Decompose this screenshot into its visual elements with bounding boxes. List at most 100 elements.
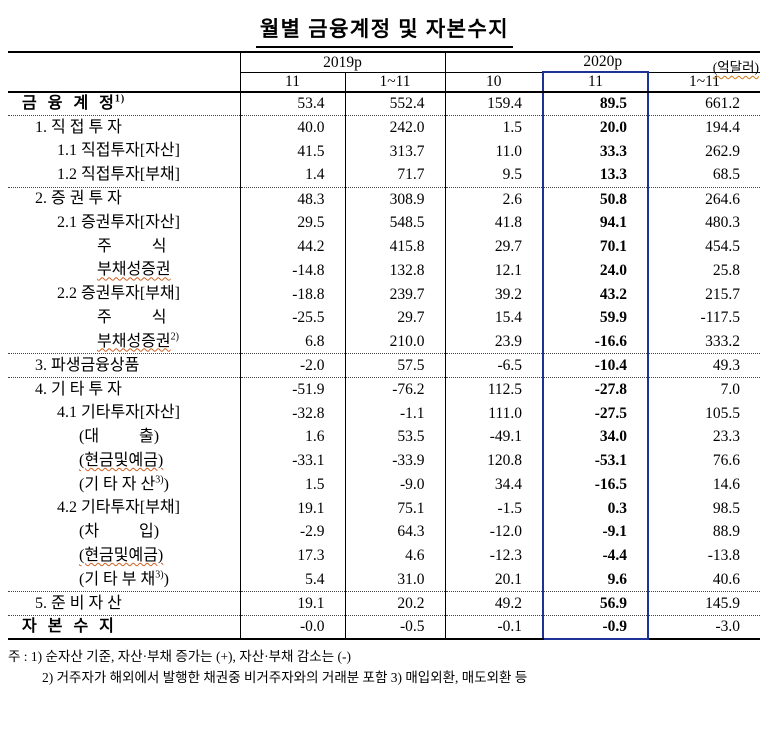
cell-value: -16.6 bbox=[542, 329, 649, 355]
cell-value: 454.5 bbox=[647, 234, 761, 259]
table-row: 2. 증 권 투 자 48.3 308.9 2.6 50.8 264.6 bbox=[8, 187, 761, 211]
cell-value: 132.8 bbox=[344, 258, 445, 283]
cell-value: -0.9 bbox=[542, 615, 649, 641]
cell-value: -2.0 bbox=[239, 353, 345, 379]
cell-value: 94.1 bbox=[542, 210, 649, 235]
cell-value: 29.7 bbox=[444, 234, 543, 259]
row-label: (기 타 자 산3)) bbox=[79, 474, 169, 493]
row-label: (차 입) bbox=[79, 523, 160, 541]
table-header: 2019p 2020p 11 1~11 10 11 1~11 bbox=[8, 51, 761, 93]
cell-value: 89.5 bbox=[542, 92, 649, 117]
cell-value: 6.8 bbox=[239, 329, 345, 355]
cell-value: 239.7 bbox=[344, 282, 445, 307]
table-row: 자 본 수 지 -0.0 -0.5 -0.1 -0.9 -3.0 bbox=[8, 615, 761, 641]
row-label: 5. 준 비 자 산 bbox=[8, 591, 240, 617]
cell-value: 15.4 bbox=[444, 306, 543, 330]
title-wrap: 월별 금융계정 및 자본수지 bbox=[0, 0, 769, 48]
cell-value: 31.0 bbox=[344, 567, 445, 593]
cell-value: 1.6 bbox=[239, 425, 345, 449]
cell-value: -1.1 bbox=[344, 401, 445, 426]
table-row: (현금및예금) 17.3 4.6 -12.3 -4.4 -13.8 bbox=[8, 544, 761, 568]
row-label: 부채성증권2) bbox=[8, 329, 240, 355]
cell-value: 19.1 bbox=[239, 591, 345, 617]
cell-value: -4.4 bbox=[542, 544, 649, 568]
row-label: 부채성증권 bbox=[97, 261, 171, 279]
page-title: 월별 금융계정 및 자본수지 bbox=[255, 13, 514, 48]
cell-value: 4.6 bbox=[344, 544, 445, 568]
cell-value: 57.5 bbox=[344, 353, 445, 379]
cell-value: 76.6 bbox=[647, 448, 761, 473]
cell-value: 49.3 bbox=[647, 353, 761, 379]
cell-value: -0.0 bbox=[239, 615, 345, 641]
row-label: 2.2 증권투자[부채] bbox=[57, 285, 180, 303]
cell-value: 242.0 bbox=[344, 115, 445, 140]
cell-value: -2.9 bbox=[239, 520, 345, 545]
cell-value: 70.1 bbox=[542, 234, 649, 259]
cell-value: -9.0 bbox=[344, 472, 445, 497]
cell-value: -9.1 bbox=[542, 520, 649, 545]
cell-value: 120.8 bbox=[444, 448, 543, 473]
cell-value: 264.6 bbox=[647, 187, 761, 211]
group-header-2019: 2019p bbox=[240, 51, 445, 73]
row-label: (현금및예금) bbox=[79, 547, 164, 565]
cell-value: 2.6 bbox=[444, 187, 543, 211]
table-row: (기 타 자 산3)) 1.5 -9.0 34.4 -16.5 14.6 bbox=[8, 472, 761, 497]
cell-value: 56.9 bbox=[542, 591, 649, 617]
table-row: 4. 기 타 투 자 -51.9 -76.2 112.5 -27.8 7.0 bbox=[8, 377, 761, 402]
cell-value: -49.1 bbox=[444, 425, 543, 449]
table-row: 4.1 기타투자[자산] -32.8 -1.1 111.0 -27.5 105.5 bbox=[8, 401, 761, 426]
cell-value: -117.5 bbox=[647, 306, 761, 330]
row-label: 1.1 직접투자[자산] bbox=[57, 142, 180, 160]
table-row: 부채성증권2) 6.8 210.0 23.9 -16.6 333.2 bbox=[8, 329, 761, 355]
cell-value: 1.5 bbox=[239, 472, 345, 497]
cell-value: 215.7 bbox=[647, 282, 761, 307]
footnote-2: 2) 거주자가 해외에서 발행한 채권중 비거주자와의 거래분 포함 3) 매입… bbox=[42, 669, 528, 685]
col-header-2020-10: 10 bbox=[444, 72, 543, 93]
cell-value: 40.0 bbox=[239, 115, 345, 140]
financial-account-table: 2019p 2020p 11 1~11 10 11 1~11 금 융 계 정1)… bbox=[8, 51, 761, 641]
cell-value: 53.4 bbox=[239, 92, 345, 117]
cell-value: -16.5 bbox=[542, 472, 649, 497]
cell-value: 75.1 bbox=[344, 496, 445, 521]
table-row: 2.2 증권투자[부채] -18.8 239.7 39.2 43.2 215.7 bbox=[8, 282, 761, 307]
cell-value: -10.4 bbox=[542, 353, 649, 379]
row-label: (현금및예금) bbox=[79, 451, 164, 469]
cell-value: 17.3 bbox=[239, 544, 345, 568]
cell-value: 50.8 bbox=[542, 187, 649, 211]
table-row: 부채성증권 -14.8 132.8 12.1 24.0 25.8 bbox=[8, 258, 761, 283]
cell-value: 159.4 bbox=[444, 92, 543, 117]
cell-value: 44.2 bbox=[239, 234, 345, 259]
cell-value: 20.1 bbox=[444, 567, 543, 593]
cell-value: 68.5 bbox=[647, 163, 761, 188]
cell-value: 20.0 bbox=[542, 115, 649, 140]
cell-value: -1.5 bbox=[444, 496, 543, 521]
footnotes: 주 : 1) 순자산 기준, 자산·부채 증가는 (+), 자산·부채 감소는 … bbox=[8, 647, 769, 688]
cell-value: 71.7 bbox=[344, 163, 445, 188]
cell-value: 112.5 bbox=[444, 377, 543, 402]
cell-value: 64.3 bbox=[344, 520, 445, 545]
row-label: 4.1 기타투자[자산] bbox=[57, 404, 180, 422]
cell-value: 34.0 bbox=[542, 425, 649, 449]
cell-value: 29.7 bbox=[344, 306, 445, 330]
cell-value: 48.3 bbox=[239, 187, 345, 211]
cell-value: -27.5 bbox=[542, 401, 649, 426]
cell-value: 7.0 bbox=[647, 377, 761, 402]
cell-value: 210.0 bbox=[344, 329, 445, 355]
col-header-2020-11-highlighted: 11 bbox=[542, 71, 649, 93]
cell-value: -3.0 bbox=[647, 615, 761, 641]
row-label: 3. 파생금융상품 bbox=[8, 353, 240, 379]
cell-value: 552.4 bbox=[344, 92, 445, 117]
cell-value: 145.9 bbox=[647, 591, 761, 617]
row-label: 주 식 bbox=[97, 309, 167, 327]
cell-value: 34.4 bbox=[444, 472, 543, 497]
cell-value: 39.2 bbox=[444, 282, 543, 307]
table-row: 주 식 44.2 415.8 29.7 70.1 454.5 bbox=[8, 234, 761, 259]
cell-value: -33.1 bbox=[239, 448, 345, 473]
row-label: 주 식 bbox=[97, 237, 167, 255]
cell-value: 43.2 bbox=[542, 282, 649, 307]
cell-value: 40.6 bbox=[647, 567, 761, 593]
cell-value: 49.2 bbox=[444, 591, 543, 617]
cell-value: 1.5 bbox=[444, 115, 543, 140]
cell-value: 111.0 bbox=[444, 401, 543, 426]
cell-value: -0.1 bbox=[444, 615, 543, 641]
